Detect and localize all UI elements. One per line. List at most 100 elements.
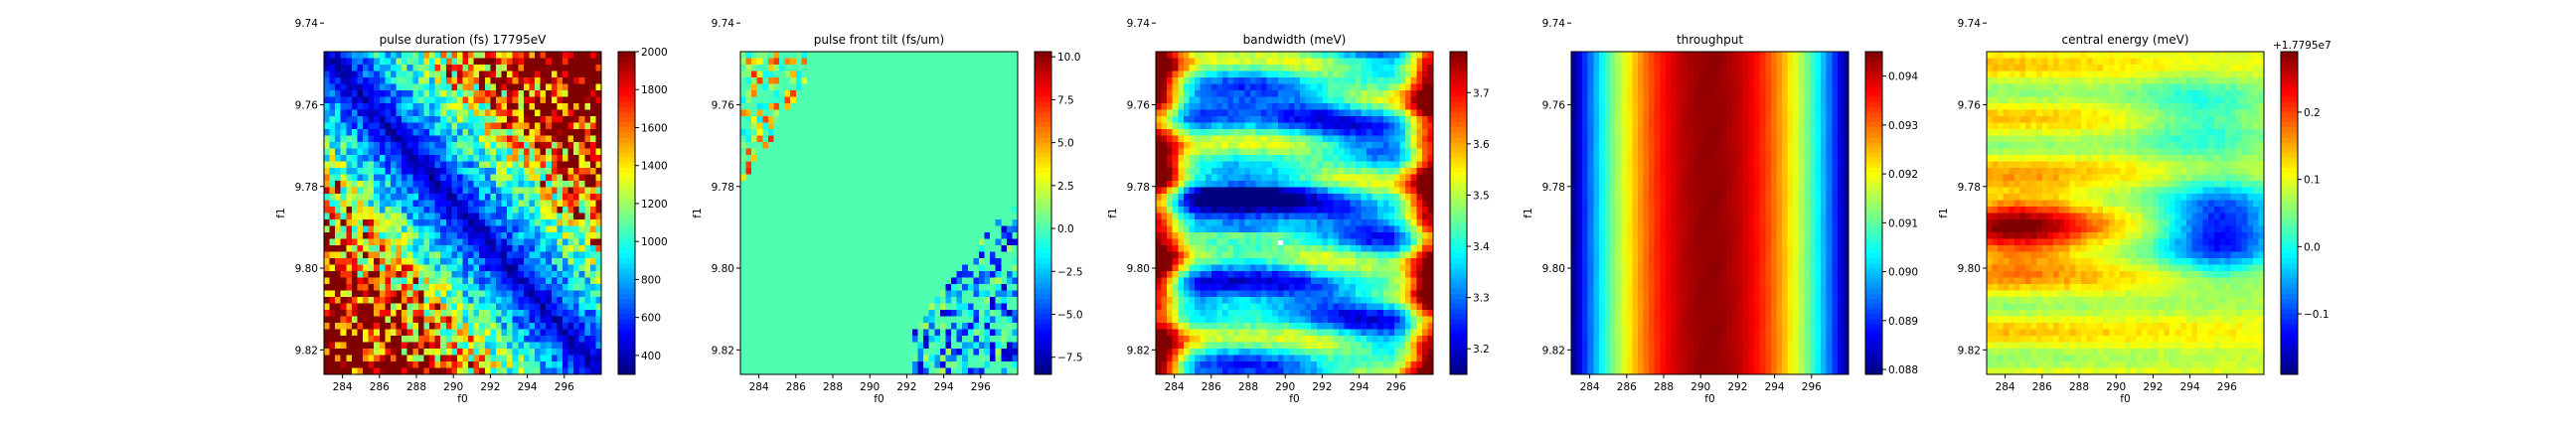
heatmap-cell xyxy=(773,96,780,104)
heatmap-cell xyxy=(324,232,331,240)
heatmap-cell xyxy=(501,245,508,253)
heatmap-cell xyxy=(385,367,392,375)
colorbar-swatch xyxy=(618,142,635,149)
heatmap-cell xyxy=(374,52,381,60)
heatmap-cell xyxy=(834,103,842,111)
heatmap-cell xyxy=(784,90,791,98)
colorbar-swatch xyxy=(618,273,635,280)
heatmap-cell xyxy=(1012,187,1019,195)
heatmap-cell xyxy=(967,251,974,259)
heatmap-cell xyxy=(578,71,585,78)
heatmap-cell xyxy=(584,65,591,72)
heatmap-cell xyxy=(379,155,386,163)
heatmap-cell xyxy=(1001,258,1008,266)
heatmap-cell xyxy=(440,168,447,176)
heatmap-cell xyxy=(834,207,842,214)
heatmap-cell xyxy=(584,277,591,285)
heatmap-cell xyxy=(829,355,836,362)
heatmap-cell xyxy=(501,271,508,279)
heatmap-cell xyxy=(429,367,436,375)
heatmap-cell xyxy=(462,290,469,298)
heatmap-cell xyxy=(745,258,752,266)
heatmap-cell xyxy=(562,174,569,182)
heatmap-cell xyxy=(934,155,941,163)
heatmap-cell xyxy=(557,232,564,240)
heatmap-cell xyxy=(829,103,836,111)
heatmap-cell xyxy=(546,83,553,91)
heatmap-cell xyxy=(779,238,786,246)
heatmap-cell xyxy=(368,316,375,324)
heatmap-cell xyxy=(379,52,386,60)
heatmap-cell xyxy=(801,284,808,292)
heatmap-cell xyxy=(762,323,769,331)
heatmap-cell xyxy=(529,245,536,253)
heatmap-cell xyxy=(329,225,336,233)
heatmap-cell xyxy=(495,71,503,78)
heatmap-cell xyxy=(368,83,375,91)
heatmap-cell xyxy=(767,213,775,220)
heatmap-cell xyxy=(385,77,392,85)
heatmap-cell xyxy=(379,355,386,362)
heatmap-cell xyxy=(417,264,425,272)
heatmap-cell xyxy=(928,284,935,292)
heatmap-cell xyxy=(984,58,991,66)
heatmap-cell xyxy=(451,264,458,272)
heatmap-cell xyxy=(462,361,469,369)
heatmap-cell xyxy=(390,367,398,375)
heatmap-cell xyxy=(906,225,913,233)
heatmap-cell xyxy=(351,316,359,324)
heatmap-cell xyxy=(512,142,519,150)
colorbar-swatch xyxy=(618,162,635,169)
heatmap-cell xyxy=(363,194,370,202)
heatmap-cell xyxy=(390,251,398,259)
heatmap-cell xyxy=(567,310,574,318)
heatmap-cell xyxy=(900,271,907,279)
heatmap-cell xyxy=(495,161,503,169)
heatmap-cell xyxy=(351,122,359,130)
heatmap-cell xyxy=(390,83,398,91)
heatmap-cell xyxy=(346,310,353,318)
heatmap-cell xyxy=(490,83,497,91)
heatmap-cell xyxy=(812,219,819,227)
heatmap-cell xyxy=(740,297,747,305)
heatmap-cell xyxy=(923,161,930,169)
heatmap-cell xyxy=(507,355,514,362)
heatmap-cell xyxy=(873,349,881,357)
heatmap-cell xyxy=(939,264,947,272)
heatmap-cell xyxy=(595,219,602,227)
heatmap-cell xyxy=(812,83,819,91)
heatmap-cell xyxy=(990,232,997,240)
heatmap-cell xyxy=(495,148,503,156)
heatmap-cell xyxy=(840,181,847,189)
heatmap-cell xyxy=(756,342,763,350)
heatmap-cell xyxy=(745,329,752,337)
heatmap-cell xyxy=(512,52,519,60)
heatmap-cell xyxy=(429,65,436,72)
heatmap-cell xyxy=(335,238,342,246)
heatmap-cell xyxy=(846,271,853,279)
heatmap-cell xyxy=(851,174,858,182)
heatmap-cell xyxy=(557,297,564,305)
heatmap-cell xyxy=(818,290,825,298)
heatmap-cell xyxy=(834,96,842,104)
heatmap-cell xyxy=(840,290,847,298)
heatmap-cell xyxy=(363,323,370,331)
heatmap-cell xyxy=(368,361,375,369)
heatmap-cell xyxy=(851,90,858,98)
heatmap-cell xyxy=(368,155,375,163)
heatmap-cell xyxy=(529,122,536,130)
heatmap-cell xyxy=(340,329,347,337)
heatmap-cell xyxy=(456,129,464,137)
heatmap-cell xyxy=(928,122,935,130)
heatmap-cell xyxy=(429,225,436,233)
heatmap-cell xyxy=(396,232,402,240)
heatmap-cell xyxy=(440,155,447,163)
heatmap-cell xyxy=(1006,135,1014,143)
heatmap-cell xyxy=(967,194,974,202)
heatmap-cell xyxy=(451,65,458,72)
heatmap-cell xyxy=(434,129,441,137)
heatmap-cell xyxy=(973,316,980,324)
heatmap-cell xyxy=(857,129,864,137)
heatmap-cell xyxy=(484,329,491,337)
heatmap-cell xyxy=(335,329,342,337)
